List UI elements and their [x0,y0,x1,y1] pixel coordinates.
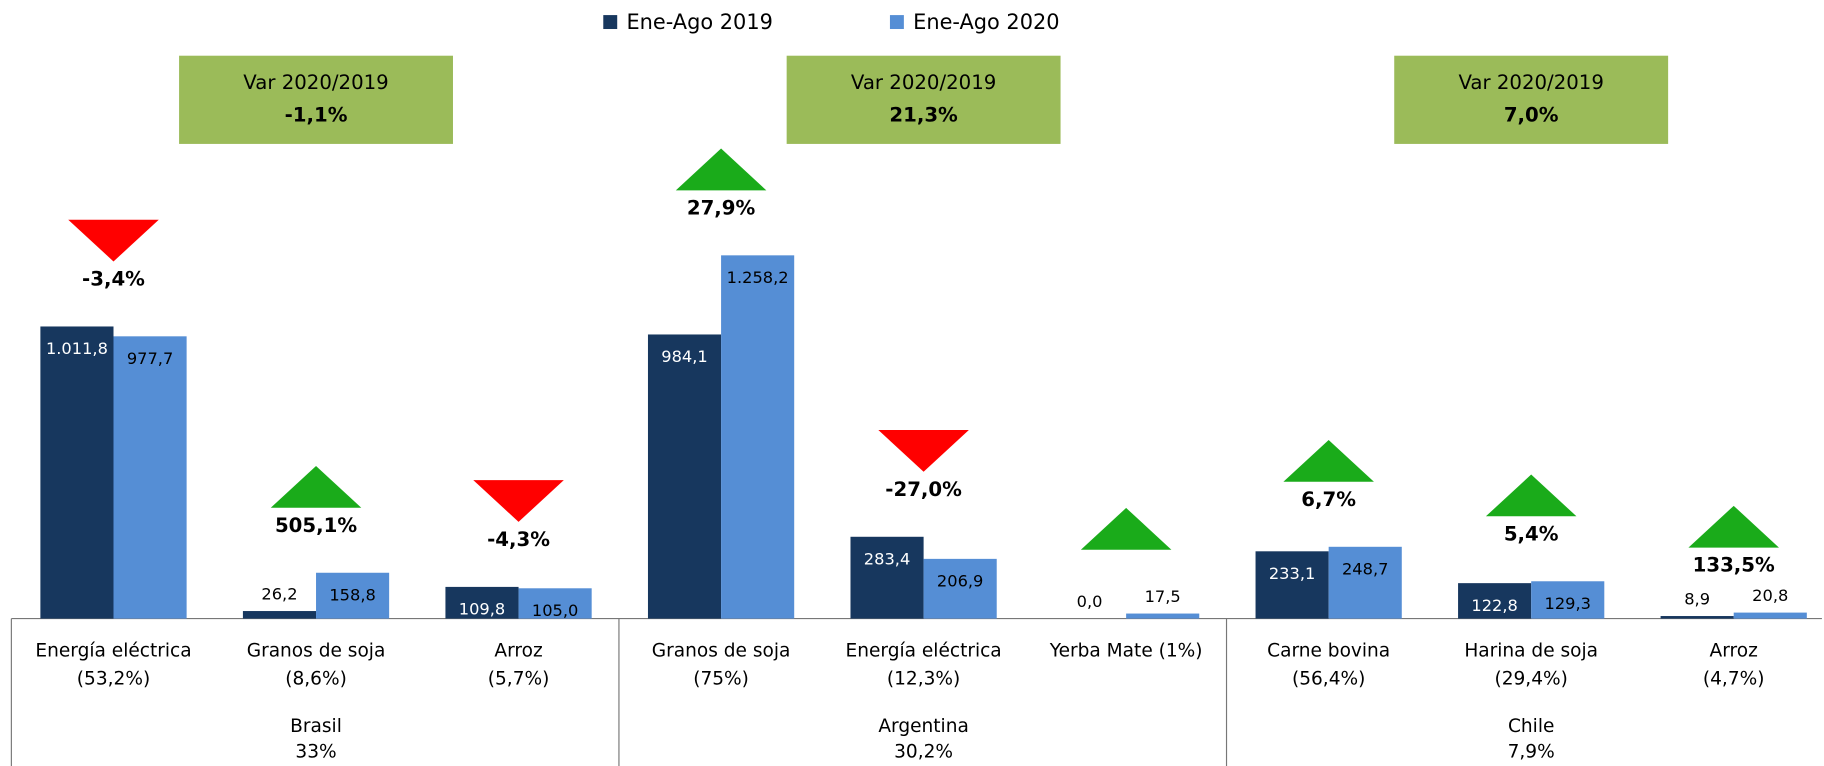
group-variation: 7,0% [1504,104,1559,127]
variation-box [1394,55,1669,144]
variation-title: Var 2020/2019 [243,71,388,94]
legend-label: Ene-Ago 2019 [626,10,772,34]
group-variation: 21,3% [889,104,958,127]
bar [242,611,317,619]
bar [850,536,924,619]
value-label: 1.258,2 [727,268,789,287]
value-label: 129,3 [1545,594,1591,613]
category-label: (29,4%) [1494,668,1567,689]
bar [316,572,390,619]
variation-box [786,55,1061,144]
value-label: 0,0 [1077,592,1103,611]
legend-label: Ene-Ago 2020 [913,10,1059,34]
category-label: (5,7%) [488,668,550,689]
value-label: 20,8 [1752,586,1788,605]
variation-label: -3,4% [82,268,145,291]
variation-arrow [1688,505,1779,548]
category-label: Energía eléctrica [35,641,191,662]
bar [518,588,592,619]
variation-label: -4,3% [487,528,550,551]
variation-arrow [675,148,767,191]
category-label: (53,2%) [77,668,150,689]
bar [113,336,187,619]
variation-label: 5,4% [1504,522,1559,545]
variation-arrow [270,465,362,508]
bar [1660,616,1734,619]
variation-title: Var 2020/2019 [851,71,996,94]
variation-arrow [1283,440,1374,482]
category-label: Arroz [494,641,542,662]
category-label: Harina de soja [1464,641,1598,662]
legend-swatch [603,15,618,30]
value-label: 105,0 [532,601,578,620]
group-name: Argentina [878,716,968,737]
bar [1255,551,1329,619]
value-label: 233,1 [1269,564,1315,583]
category-label: (8,6%) [285,668,347,689]
value-label: 122,8 [1471,596,1517,615]
variation-label: 6,7% [1301,488,1356,511]
group-name: Chile [1508,716,1554,737]
group-name: Brasil [290,716,342,737]
group-share: 33% [295,742,336,763]
value-label: 248,7 [1342,560,1388,579]
variation-arrow [1485,474,1577,517]
bar [1531,581,1605,619]
bar [1733,612,1807,619]
category-label: Carne bovina [1267,641,1390,662]
value-label: 26,2 [261,584,297,603]
bar [445,586,519,619]
variation-title: Var 2020/2019 [1458,71,1603,94]
category-label: Arroz [1710,641,1758,662]
category-label: (75%) [693,668,749,689]
variation-arrow [878,430,969,472]
value-label: 977,7 [127,349,173,368]
value-label: 17,5 [1145,587,1181,606]
value-label: 8,9 [1684,589,1710,608]
category-label: Energía eléctrica [846,641,1002,662]
value-label: 1.011,8 [46,339,108,358]
variation-arrow [1080,507,1172,550]
variation-label: -27,0% [885,478,962,501]
variation-box [179,55,453,144]
variation-arrow [473,480,564,522]
variation-label: 133,5% [1693,554,1775,577]
group-share: 7,9% [1508,742,1555,763]
value-label: 283,4 [864,549,910,568]
bar [647,334,722,619]
group-share: 30,2% [894,742,953,763]
bar [923,558,997,619]
bar [1328,546,1402,619]
category-label: Granos de soja [652,641,791,662]
value-label: 206,9 [937,572,983,591]
category-label: (56,4%) [1292,668,1365,689]
bar [1126,613,1200,619]
category-label: (12,3%) [887,668,960,689]
group-variation: -1,1% [285,104,348,127]
bar [721,255,795,619]
value-label: 109,8 [459,600,505,619]
category-label: Yerba Mate (1%) [1049,641,1203,662]
legend-swatch [889,15,904,30]
variation-label: 505,1% [275,514,357,537]
bar [40,326,114,619]
value-label: 984,1 [661,347,707,366]
variation-arrow [68,219,159,262]
category-label: (4,7%) [1703,668,1765,689]
bar [1458,583,1532,619]
variation-label: 27,9% [687,196,756,219]
category-label: Granos de soja [247,641,386,662]
value-label: 158,8 [329,585,375,604]
